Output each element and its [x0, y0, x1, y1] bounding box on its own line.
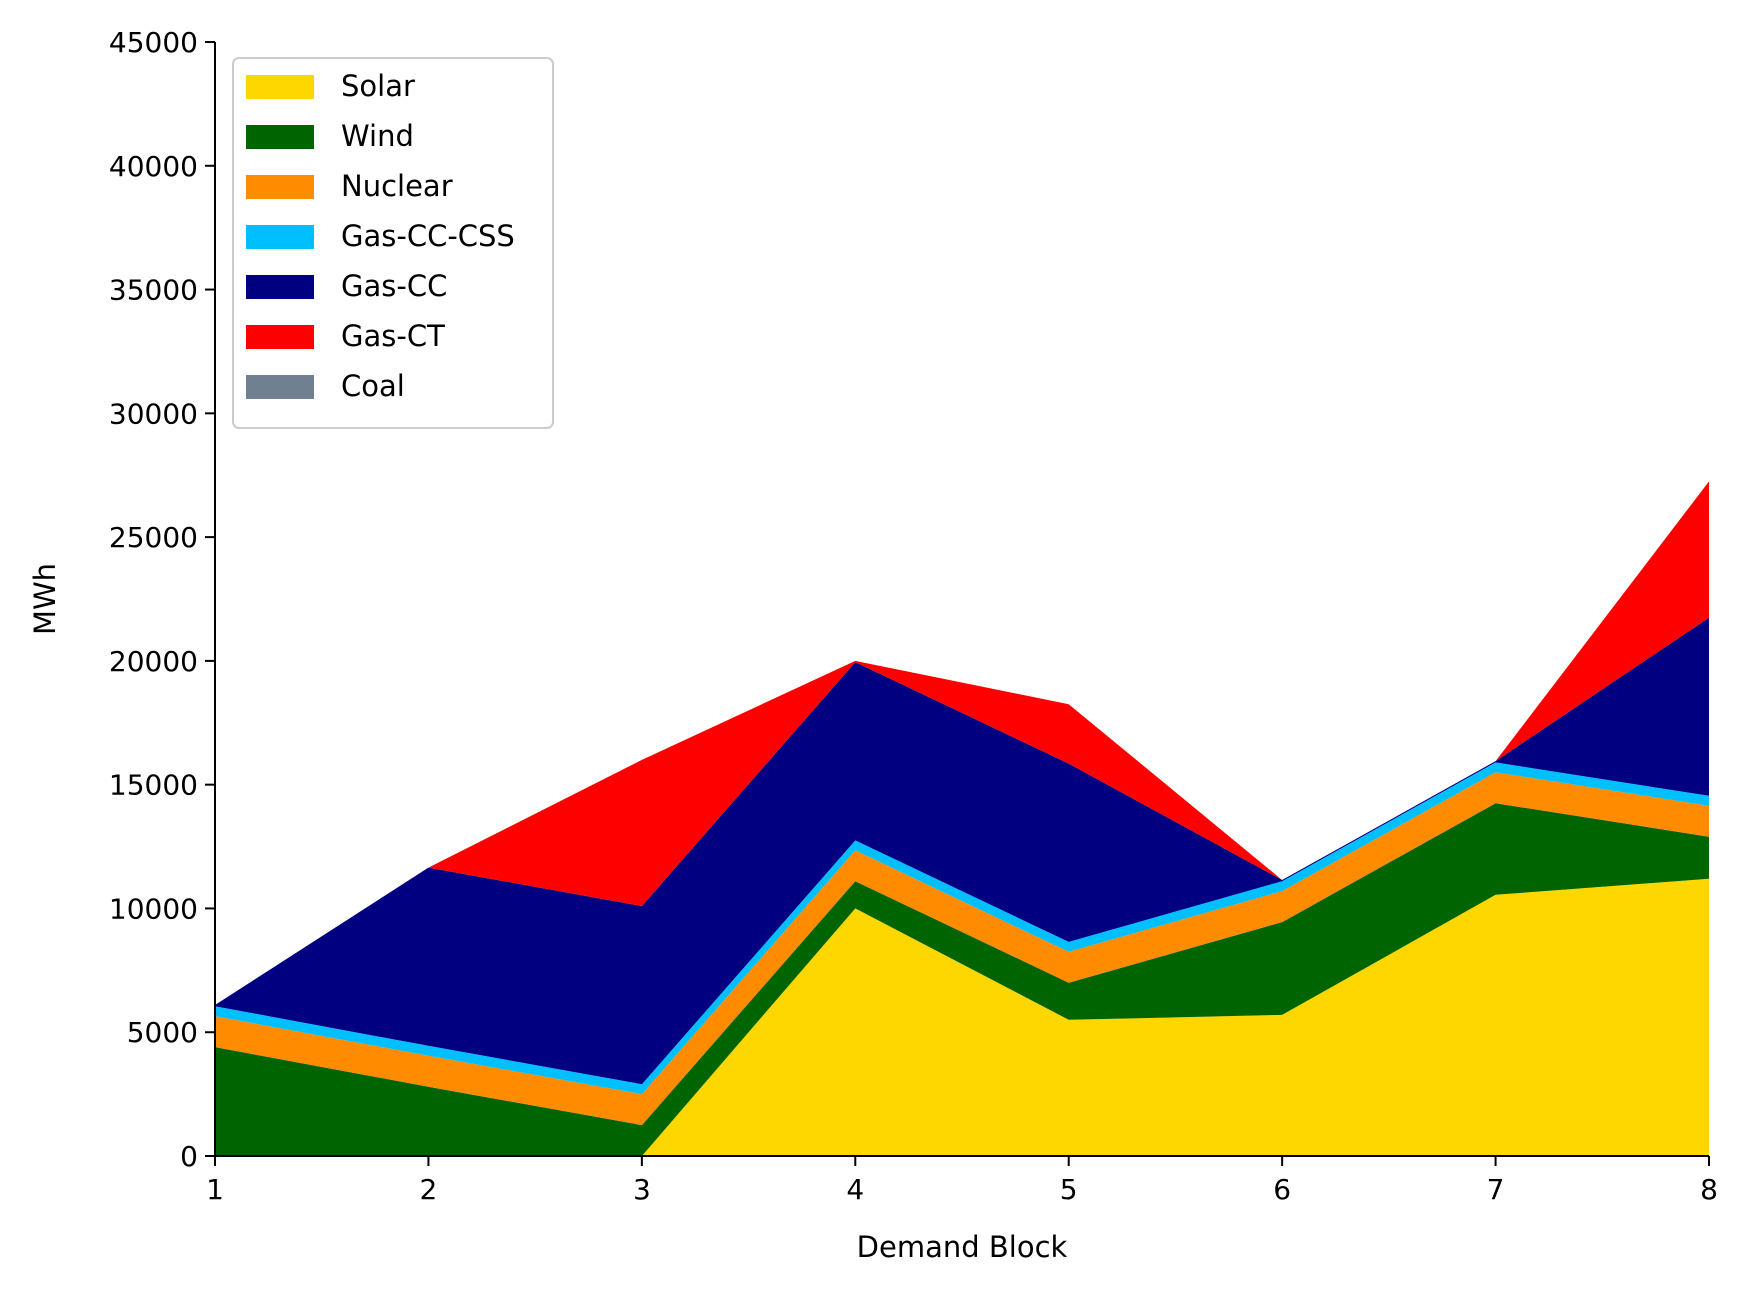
legend-swatch-gas-ct	[246, 325, 314, 349]
legend-label: Coal	[341, 369, 405, 403]
y-tick-label: 15000	[109, 769, 198, 802]
x-tick-label: 2	[420, 1173, 438, 1206]
x-tick-label: 6	[1273, 1173, 1291, 1206]
legend-swatch-gas-cc-css	[246, 225, 314, 249]
axes	[214, 42, 1709, 1157]
x-tick-label: 4	[846, 1173, 864, 1206]
y-tick-label: 35000	[109, 274, 198, 307]
x-axis-label: Demand Block	[857, 1230, 1068, 1264]
x-tick-label: 5	[1060, 1173, 1078, 1206]
x-tick-label: 8	[1700, 1173, 1718, 1206]
legend-swatch-gas-cc	[246, 275, 314, 299]
x-tick-label: 1	[206, 1173, 224, 1206]
area-wind	[215, 803, 1709, 1156]
legend-swatch-wind	[246, 125, 314, 149]
y-tick-label: 45000	[109, 26, 198, 59]
area-gas-ct	[215, 481, 1709, 1005]
legend-swatch-coal	[246, 375, 314, 399]
y-tick-label: 5000	[127, 1016, 198, 1049]
y-tick-label: 20000	[109, 645, 198, 678]
legend-label: Gas-CC	[341, 269, 447, 303]
legend: Solar Wind Nuclear Gas-CC-CSS Gas-CC Gas-CT Co…	[232, 57, 554, 429]
legend-swatch-nuclear	[246, 175, 314, 199]
x-axis-ticks: 1 2 3 4 5 6 7 8	[206, 1156, 1718, 1206]
x-tick-label: 7	[1487, 1173, 1505, 1206]
y-tick-label: 10000	[109, 892, 198, 925]
area-solar	[215, 878, 1709, 1156]
y-axis-label: MWh	[28, 563, 62, 635]
y-tick-label: 30000	[109, 397, 198, 430]
x-tick-label: 3	[633, 1173, 651, 1206]
legend-label: Wind	[341, 119, 414, 153]
area-series-group	[215, 481, 1709, 1156]
y-tick-label: 40000	[109, 150, 198, 183]
area-gas-cc	[215, 617, 1709, 1085]
legend-label: Nuclear	[341, 169, 453, 203]
legend-label: Gas-CT	[341, 319, 445, 353]
y-axis-ticks: 0 5000 10000 15000 20000 25000 30000 35000 40000…	[109, 26, 215, 1173]
legend-label: Gas-CC-CSS	[341, 219, 515, 253]
legend-label: Solar	[341, 69, 415, 103]
y-tick-label: 0	[180, 1140, 198, 1173]
area-nuclear	[215, 772, 1709, 1126]
y-tick-label: 25000	[109, 521, 198, 554]
legend-swatch-solar	[246, 75, 314, 99]
